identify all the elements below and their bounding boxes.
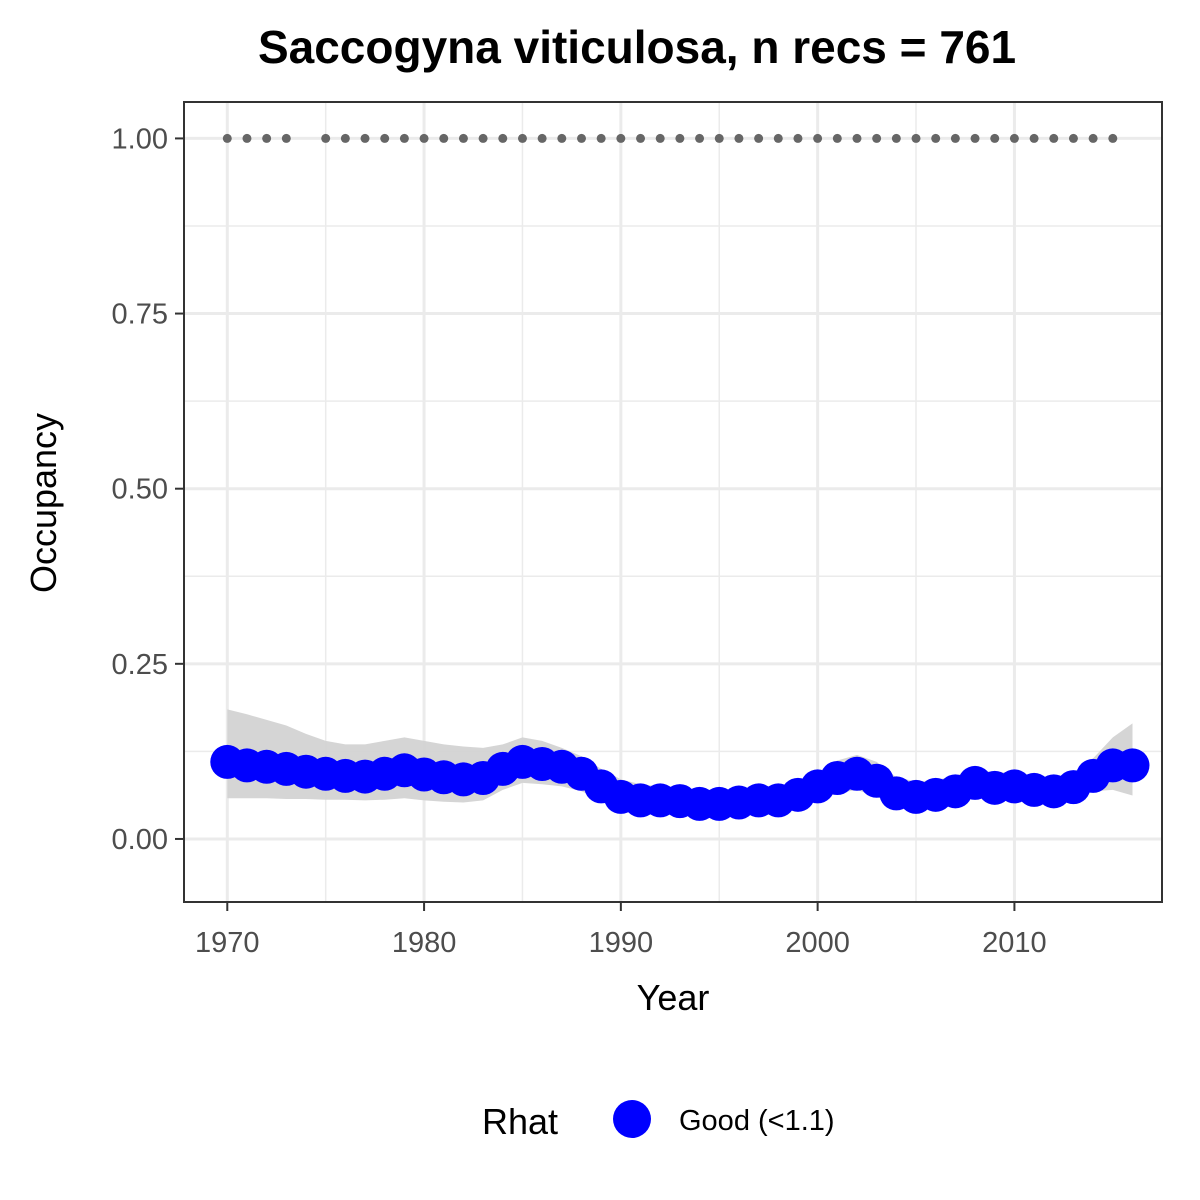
record-dot [321, 133, 331, 143]
record-dot [242, 133, 252, 143]
y-tick-label: 0.00 [112, 824, 168, 856]
record-dot [970, 133, 980, 143]
record-dot [537, 133, 547, 143]
record-dot [340, 133, 350, 143]
record-dot [419, 133, 429, 143]
record-dot [734, 133, 744, 143]
record-dot [990, 133, 1000, 143]
record-dot [596, 133, 606, 143]
record-dot [655, 133, 665, 143]
record-dot [950, 133, 960, 143]
record-dot [754, 133, 764, 143]
legend-title: Rhat [482, 1101, 558, 1142]
x-axis-title: Year [637, 977, 710, 1018]
x-tick-label: 1990 [589, 927, 654, 959]
record-dots [222, 133, 1118, 143]
x-tick-label: 1970 [195, 927, 260, 959]
record-dot [576, 133, 586, 143]
record-dot [1108, 133, 1118, 143]
record-dot [458, 133, 468, 143]
x-tick-label: 2000 [785, 927, 850, 959]
record-dot [1049, 133, 1059, 143]
legend: Rhat Good (<1.1) [482, 1100, 835, 1142]
record-dot [695, 133, 705, 143]
record-dot [793, 133, 803, 143]
y-axis-title: Occupancy [23, 413, 64, 593]
chart-title: Saccogyna viticulosa, n recs = 761 [258, 21, 1016, 73]
record-dot [636, 133, 646, 143]
record-dot [262, 133, 272, 143]
record-dot [911, 133, 921, 143]
y-tick-label: 1.00 [112, 123, 168, 155]
record-dot [498, 133, 508, 143]
record-dot [773, 133, 783, 143]
occupancy-point [1115, 748, 1150, 783]
record-dot [616, 133, 626, 143]
x-tick-label: 1980 [392, 927, 457, 959]
record-dot [714, 133, 724, 143]
record-dot [380, 133, 390, 143]
record-dot [891, 133, 901, 143]
x-tick-label: 2010 [982, 927, 1047, 959]
legend-key-good [613, 1100, 651, 1138]
record-dot [1088, 133, 1098, 143]
record-dot [832, 133, 842, 143]
y-tick-label: 0.50 [112, 474, 168, 506]
record-dot [399, 133, 409, 143]
record-dot [557, 133, 567, 143]
record-dot [675, 133, 685, 143]
record-dot [852, 133, 862, 143]
record-dot [439, 133, 449, 143]
y-tick-label: 0.75 [112, 299, 168, 331]
x-axis-ticks: 1970 1980 1990 2000 2010 [195, 902, 1047, 959]
record-dot [478, 133, 488, 143]
record-dot [872, 133, 882, 143]
legend-label-good: Good (<1.1) [679, 1105, 835, 1137]
record-dot [1029, 133, 1039, 143]
grid-lines [184, 102, 1162, 902]
record-dot [1068, 133, 1078, 143]
record-dot [281, 133, 291, 143]
occupancy-points [210, 744, 1150, 821]
record-dot [222, 133, 232, 143]
record-dot [813, 133, 823, 143]
record-dot [931, 133, 941, 143]
record-dot [517, 133, 527, 143]
panel-border [183, 101, 1163, 903]
record-dot [360, 133, 370, 143]
y-tick-label: 0.25 [112, 649, 168, 681]
y-axis-ticks: 0.00 0.25 0.50 0.75 1.00 [112, 123, 184, 856]
record-dot [1009, 133, 1019, 143]
